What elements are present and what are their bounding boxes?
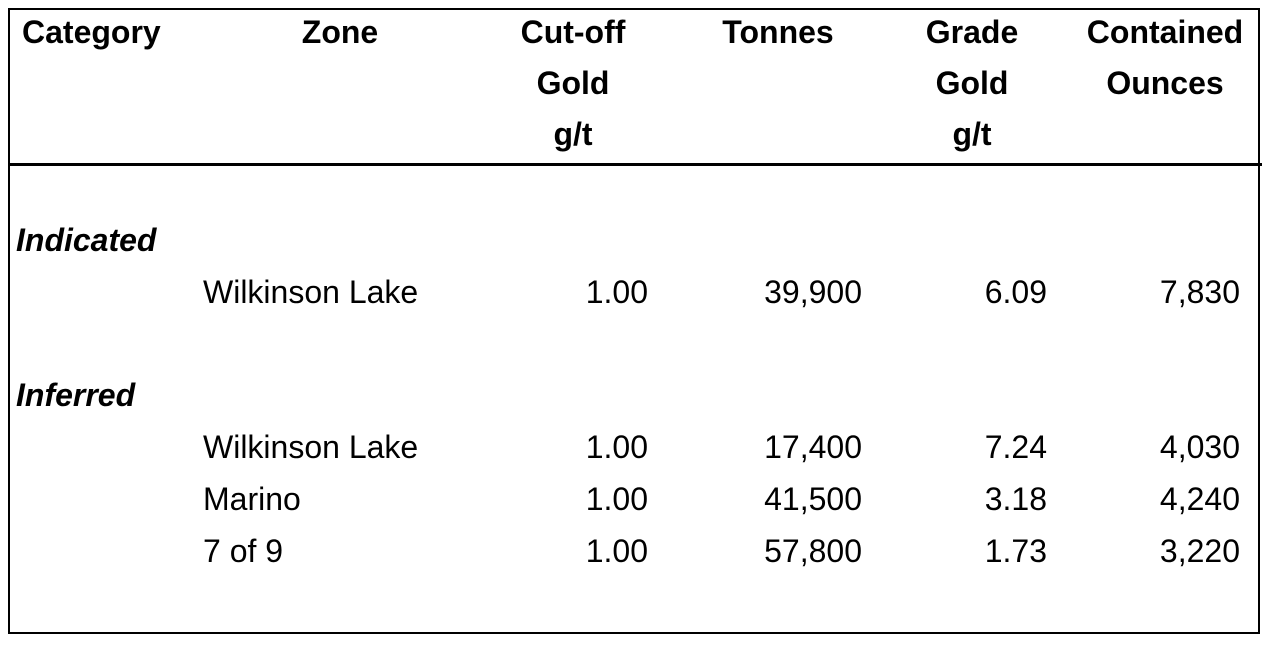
zone-cell: Marino <box>203 481 301 517</box>
column-header: Zone <box>301 14 379 50</box>
value-cell: 57,800 <box>764 533 862 569</box>
value-cell: 4,240 <box>1159 481 1240 517</box>
value-cell: 7.24 <box>984 429 1047 465</box>
category-label: Indicated <box>16 222 157 258</box>
value-cell: 1.00 <box>585 533 648 569</box>
value-cell: 1.00 <box>585 429 648 465</box>
value-cell: 1.00 <box>585 274 648 310</box>
value-cell: 7,830 <box>1159 274 1240 310</box>
column-header: Grade <box>925 14 1019 50</box>
value-cell: 3,220 <box>1159 533 1240 569</box>
value-cell: 6.09 <box>984 274 1047 310</box>
column-header: g/t <box>553 116 593 152</box>
value-cell: 39,900 <box>764 274 862 310</box>
value-cell: 17,400 <box>764 429 862 465</box>
column-header: Gold <box>536 65 610 101</box>
column-header: Category <box>22 14 161 50</box>
table-border <box>8 8 1260 634</box>
column-header: Cut-off <box>520 14 626 50</box>
column-header: Gold <box>935 65 1009 101</box>
header-rule <box>8 163 1262 166</box>
value-cell: 1.00 <box>585 481 648 517</box>
value-cell: 41,500 <box>764 481 862 517</box>
value-cell: 1.73 <box>984 533 1047 569</box>
column-header: Tonnes <box>722 14 834 50</box>
column-header: Ounces <box>1106 65 1224 101</box>
zone-cell: Wilkinson Lake <box>203 274 419 310</box>
value-cell: 3.18 <box>984 481 1047 517</box>
column-header: Contained <box>1086 14 1244 50</box>
zone-cell: Wilkinson Lake <box>203 429 419 465</box>
value-cell: 4,030 <box>1159 429 1240 465</box>
category-label: Inferred <box>16 377 136 413</box>
column-header: g/t <box>952 116 992 152</box>
zone-cell: 7 of 9 <box>203 533 284 569</box>
